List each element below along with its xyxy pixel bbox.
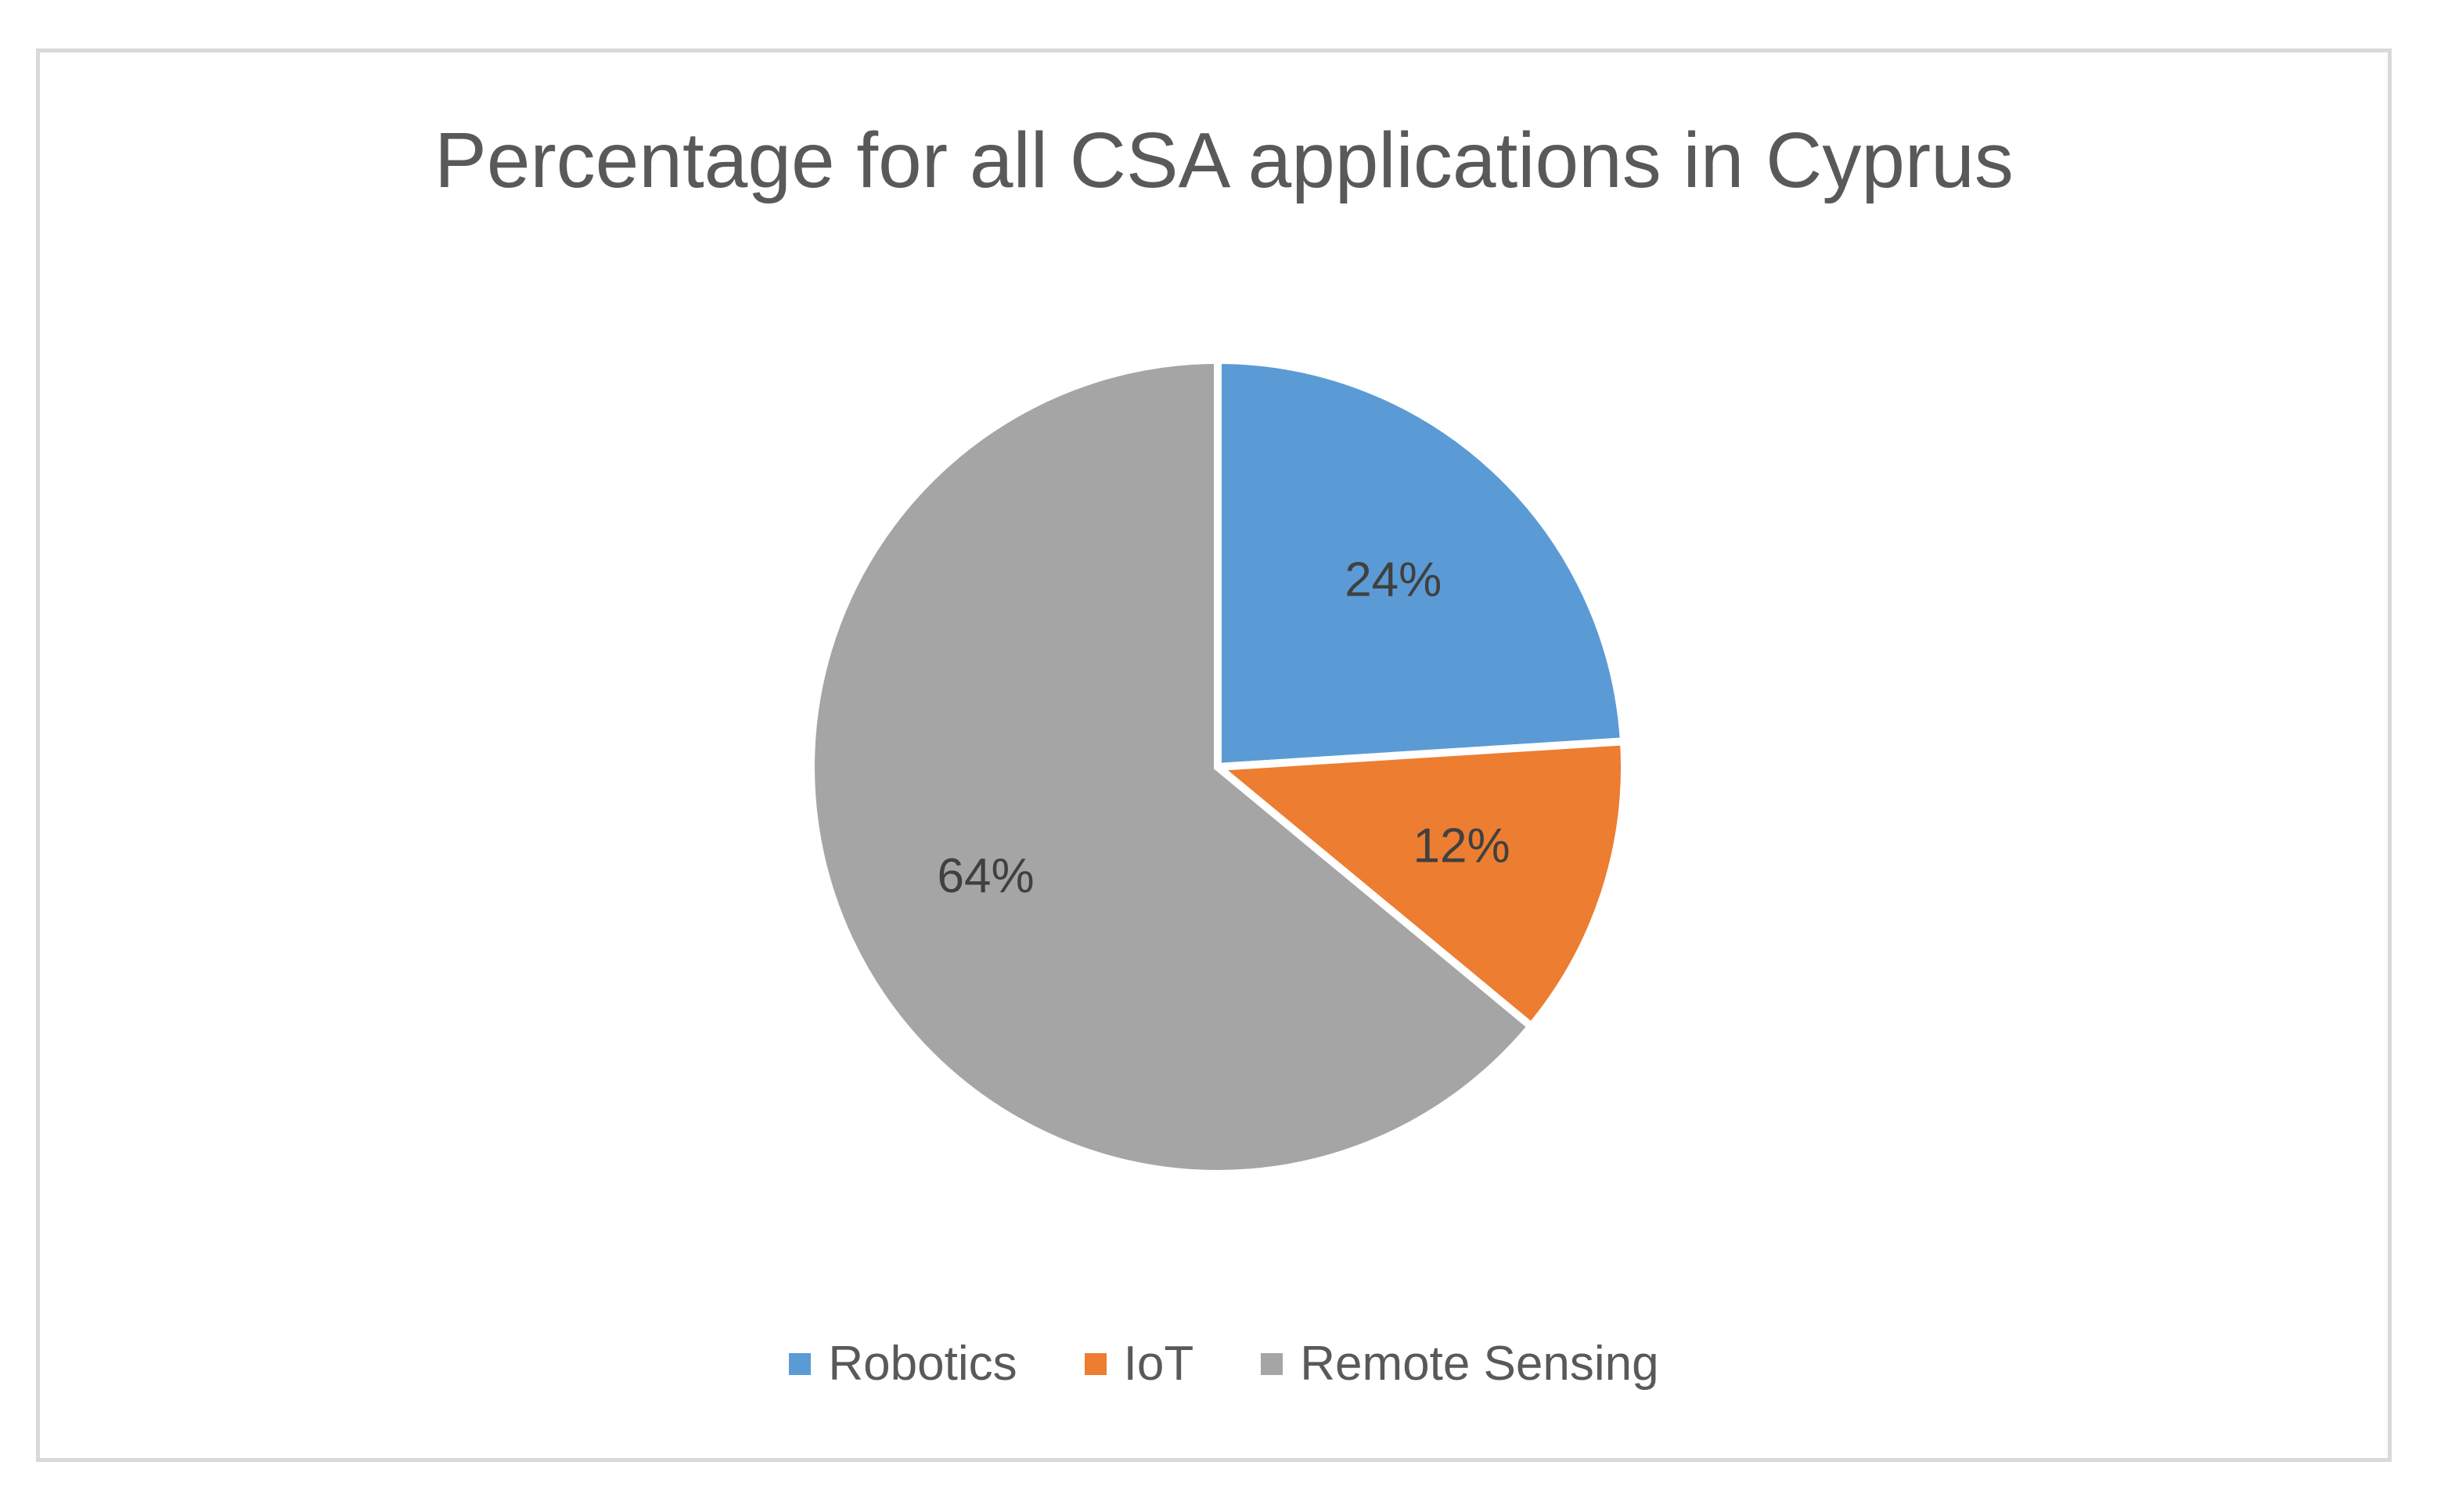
pie-slice-robotics bbox=[1214, 355, 1629, 772]
legend-item-remote-sensing: Remote Sensing bbox=[1261, 1334, 1659, 1394]
legend-swatch-remote-sensing bbox=[1261, 1353, 1283, 1375]
legend-item-robotics: Robotics bbox=[789, 1334, 1017, 1394]
pie-slice-iot bbox=[1208, 737, 1629, 1032]
pie-slice-remote-sensing bbox=[807, 355, 1537, 1178]
data-label-remote-sensing: 64% bbox=[938, 849, 1035, 903]
legend-label-iot: IoT bbox=[1123, 1337, 1194, 1391]
legend-item-iot: IoT bbox=[1084, 1334, 1194, 1394]
data-label-robotics: 24% bbox=[1345, 553, 1442, 607]
pie-data-labels: 24% 12% 64% bbox=[938, 553, 1510, 903]
legend: Robotics IoT Remote Sensing bbox=[0, 1334, 2448, 1394]
legend-label-robotics: Robotics bbox=[828, 1337, 1017, 1391]
data-label-iot: 12% bbox=[1413, 819, 1510, 873]
legend-swatch-robotics bbox=[789, 1353, 812, 1375]
legend-swatch-iot bbox=[1084, 1353, 1107, 1375]
chart-title: Percentage for all CSA applications in C… bbox=[434, 117, 2014, 204]
pie-slices bbox=[807, 355, 1629, 1178]
legend-label-remote-sensing: Remote Sensing bbox=[1300, 1337, 1659, 1391]
